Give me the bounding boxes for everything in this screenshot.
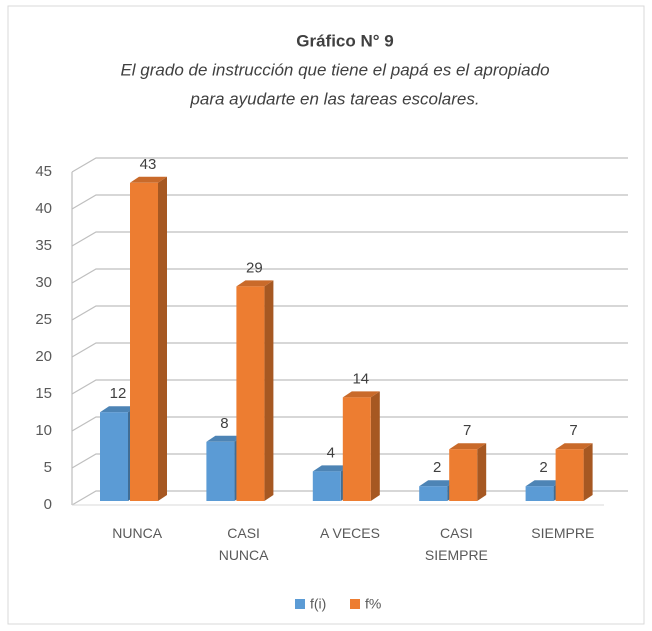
value-label: 4	[327, 444, 335, 461]
chart-subtitle: para ayudarte en las tareas escolares.	[189, 89, 479, 108]
bar-top	[449, 443, 487, 450]
value-label: 2	[433, 459, 441, 476]
bar-top	[312, 465, 350, 472]
legend-swatch	[295, 599, 305, 609]
bar-side	[477, 443, 487, 501]
y-tick-label: 0	[44, 496, 52, 513]
value-label: 14	[352, 370, 369, 387]
grid-line	[71, 305, 628, 321]
bar-top	[130, 176, 167, 183]
chart-subtitle: El grado de instrucción que tiene el pap…	[120, 60, 549, 79]
bar	[555, 449, 584, 501]
y-tick-label: 40	[35, 200, 52, 217]
value-label: 43	[140, 156, 157, 173]
bar	[342, 397, 371, 501]
legend-label: f%	[365, 596, 381, 612]
y-tick-label: 30	[35, 274, 52, 291]
x-tick-label: CASI NUNCA	[218, 525, 269, 563]
bar	[206, 441, 235, 501]
y-tick-label: 45	[35, 163, 52, 180]
value-label: 29	[246, 259, 263, 276]
bar	[236, 286, 265, 501]
grid-line	[71, 231, 628, 247]
bar-top	[342, 391, 380, 398]
grid-line	[71, 194, 628, 210]
value-label: 12	[110, 385, 127, 402]
bar-top	[236, 280, 274, 287]
x-tick-label: NUNCA	[112, 525, 163, 541]
y-tick-label: 10	[35, 422, 52, 439]
x-tick-label: CASI SIEMPRE	[424, 525, 488, 563]
grid-line	[71, 268, 628, 284]
x-tick-label: A VECES	[320, 525, 380, 541]
grid-line	[71, 157, 628, 173]
bar-top	[419, 480, 457, 487]
bar-top	[525, 480, 563, 487]
bar	[419, 486, 448, 501]
y-tick-label: 20	[35, 348, 52, 365]
legend-label: f(i)	[310, 596, 326, 612]
bar-top	[206, 435, 244, 442]
value-label: 8	[220, 415, 228, 432]
bar-side	[158, 176, 167, 502]
bar-top	[555, 443, 593, 450]
y-tick-label: 15	[35, 385, 52, 402]
bar-top	[100, 406, 137, 413]
y-tick-label: 25	[35, 311, 52, 328]
bar	[525, 486, 554, 501]
grid-line	[71, 379, 628, 395]
bar	[130, 182, 158, 502]
bar-side	[370, 391, 380, 501]
grid-line	[71, 416, 628, 432]
bar	[312, 471, 341, 501]
bar	[100, 412, 128, 501]
bar	[449, 449, 478, 501]
y-tick-label: 5	[44, 459, 52, 476]
chart-title: Gráfico N° 9	[296, 31, 394, 50]
legend-swatch	[350, 599, 360, 609]
value-label: 2	[539, 459, 547, 476]
grid-line	[71, 342, 628, 358]
bar-side	[583, 443, 593, 501]
chart-frame	[7, 5, 645, 625]
x-tick-label: SIEMPRE	[531, 525, 595, 541]
value-label: 7	[463, 422, 471, 439]
value-label: 7	[569, 422, 577, 439]
y-tick-label: 35	[35, 237, 52, 254]
bar-side	[264, 280, 274, 501]
